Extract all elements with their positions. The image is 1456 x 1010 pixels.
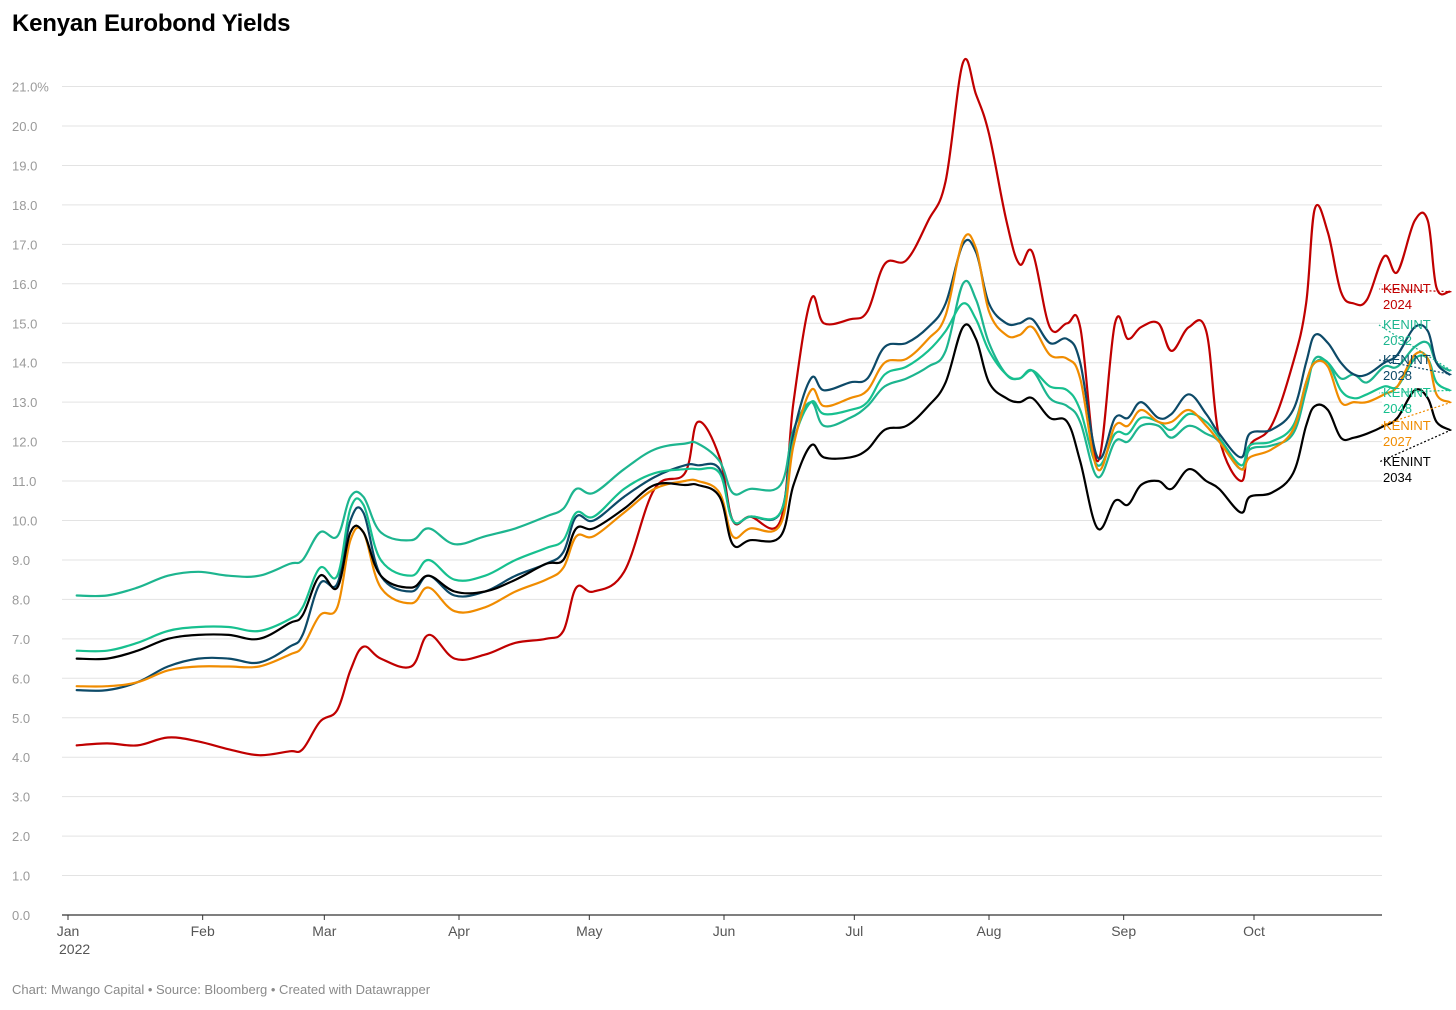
- end-label-line: 2034: [1383, 470, 1412, 485]
- y-tick-label: 14.0: [12, 356, 37, 371]
- x-tick-label: May: [576, 923, 602, 939]
- y-tick-label: 11.0: [12, 474, 36, 489]
- y-tick-label: 16.0: [12, 277, 37, 292]
- x-tick-sublabel: 2022: [59, 941, 90, 957]
- series-line-kenint-2032: [75, 279, 1451, 598]
- end-label-line: 2032: [1383, 333, 1412, 348]
- end-label-line: 2027: [1383, 434, 1412, 449]
- end-label-kenint-2034: KENINT 2034: [1383, 454, 1431, 485]
- y-tick-label: 18.0: [12, 198, 37, 213]
- end-label-line: KENINT: [1383, 454, 1431, 469]
- end-label-kenint-2028: KENINT 2028: [1383, 352, 1431, 383]
- y-tick-label: 2.0: [12, 829, 30, 844]
- y-tick-label: 15.0: [12, 316, 37, 331]
- end-label-kenint-2024: KENINT 2024: [1383, 281, 1431, 312]
- y-tick-label: 1.0: [12, 869, 30, 884]
- x-tick-label: Oct: [1243, 923, 1265, 939]
- y-tick-label: 4.0: [12, 750, 30, 765]
- series-line-kenint-2034: [75, 323, 1451, 661]
- end-label-connector: [1378, 429, 1452, 463]
- x-tick-label: Apr: [448, 923, 470, 939]
- end-label-line: KENINT: [1383, 385, 1431, 400]
- end-label-kenint-2027: KENINT 2027: [1383, 418, 1431, 449]
- grid-lines: 0.0 1.0 2.0 3.0 4.0 5.0 6.0 7.0 8.0 9.0 10.0 11.0 12…: [12, 80, 1382, 923]
- x-tick-label: Feb: [191, 923, 215, 939]
- end-label-line: 2028: [1383, 368, 1412, 383]
- x-tick-label: Mar: [312, 923, 336, 939]
- series-line-kenint-2027: [75, 233, 1451, 688]
- y-tick-label: 12.0: [12, 435, 37, 450]
- end-label-line: 2048: [1383, 401, 1412, 416]
- x-tick-label: Sep: [1111, 923, 1136, 939]
- end-label-kenint-2032: KENINT 2032: [1383, 317, 1431, 348]
- y-tick-label: 21.0%: [12, 80, 49, 95]
- end-label-line: 2024: [1383, 297, 1412, 312]
- y-tick-label: 6.0: [12, 671, 30, 686]
- x-tick-label: Jun: [713, 923, 736, 939]
- series-line-kenint-2028: [75, 238, 1451, 692]
- y-tick-label: 17.0: [12, 237, 37, 252]
- series-line-kenint-2048: [75, 302, 1451, 653]
- end-label-connector: [1378, 389, 1452, 394]
- end-label-line: KENINT: [1383, 281, 1431, 296]
- y-tick-label: 3.0: [12, 790, 30, 805]
- y-tick-label: 20.0: [12, 119, 37, 134]
- end-label-connector: [1378, 401, 1452, 427]
- end-label-kenint-2048: KENINT 2048: [1383, 385, 1431, 416]
- y-tick-label: 8.0: [12, 592, 30, 607]
- end-label-line: KENINT: [1383, 352, 1431, 367]
- y-tick-label: 19.0: [12, 158, 37, 173]
- y-tick-label: 10.0: [12, 514, 37, 529]
- end-label-line: KENINT: [1383, 418, 1431, 433]
- end-label-connector: [1378, 359, 1452, 376]
- end-label-line: KENINT: [1383, 317, 1431, 332]
- end-label-connector: [1378, 288, 1452, 293]
- x-tick-label: Jul: [845, 923, 863, 939]
- series-lines: [75, 58, 1451, 757]
- series-line-kenint-2024: [75, 58, 1451, 757]
- y-tick-label: 0.0: [12, 908, 30, 923]
- x-tick-label: Jan: [57, 923, 80, 939]
- y-tick-label: 9.0: [12, 553, 30, 568]
- chart-footer: Chart: Mwango Capital • Source: Bloomber…: [12, 982, 431, 997]
- x-tick-label: Aug: [977, 923, 1002, 939]
- y-tick-label: 5.0: [12, 711, 30, 726]
- y-tick-label: 13.0: [12, 395, 37, 410]
- y-tick-label: 7.0: [12, 632, 30, 647]
- chart-title: Kenyan Eurobond Yields: [12, 10, 291, 37]
- x-axis: Jan 2022 Feb Mar Apr May Jun Jul Aug Sep Oct: [57, 914, 1382, 957]
